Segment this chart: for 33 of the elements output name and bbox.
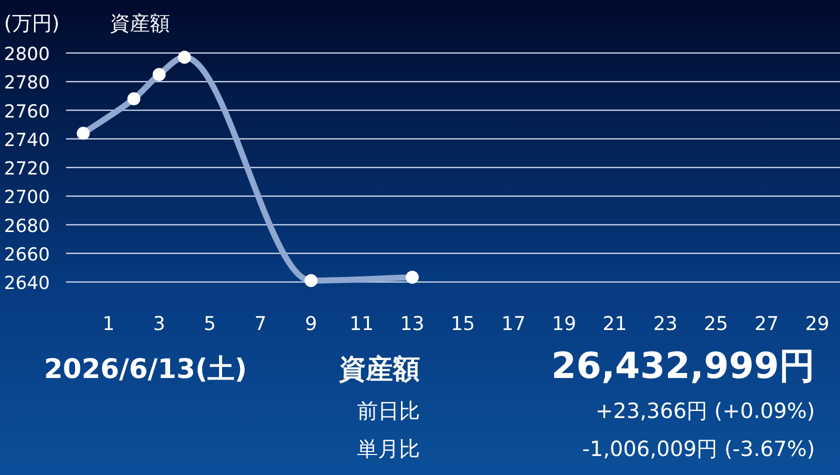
x-tick-label: 7	[254, 313, 266, 335]
text: 資産額	[338, 354, 420, 385]
chart-title: 資産額	[110, 11, 170, 35]
text: -1,006,009円 (-3.67%)	[582, 437, 815, 461]
y-tick-label: 2720	[4, 158, 50, 180]
x-tick-label: 5	[204, 313, 216, 335]
text: 26,432,999円	[551, 346, 815, 387]
x-tick-label: 23	[653, 313, 678, 335]
y-tick-label: 2760	[4, 101, 50, 122]
x-tick-label: 3	[153, 313, 166, 335]
y-tick-label: 2680	[4, 216, 50, 237]
x-tick-label: 11	[350, 313, 374, 335]
y-tick-label: 2640	[4, 273, 50, 294]
y-tick-label: 2660	[4, 244, 50, 266]
x-tick-label: 17	[501, 313, 526, 335]
x-tick-label: 29	[805, 313, 830, 335]
text: +23,366円 (+0.09%)	[596, 399, 815, 423]
x-tick-label: 9	[304, 313, 318, 335]
text: 単月比	[357, 437, 420, 461]
x-tick-label: 25	[704, 313, 728, 335]
x-tick-label: 19	[552, 313, 576, 335]
text: 前日比	[357, 399, 420, 423]
y-tick-label: 2700	[4, 187, 50, 208]
y-tick-label: 2740	[4, 130, 50, 151]
x-tick-label: 21	[602, 313, 627, 335]
x-tick-label: 27	[754, 313, 779, 335]
x-tick-label: 13	[400, 313, 424, 335]
y-tick-label: 2800	[4, 44, 50, 65]
text: 2026/6/13(土)	[44, 354, 247, 385]
y-tick-label: 2780	[4, 72, 50, 94]
x-tick-label: 1	[102, 313, 115, 335]
x-tick-label: 15	[450, 313, 475, 335]
y-axis-title: (万円)	[4, 11, 60, 35]
